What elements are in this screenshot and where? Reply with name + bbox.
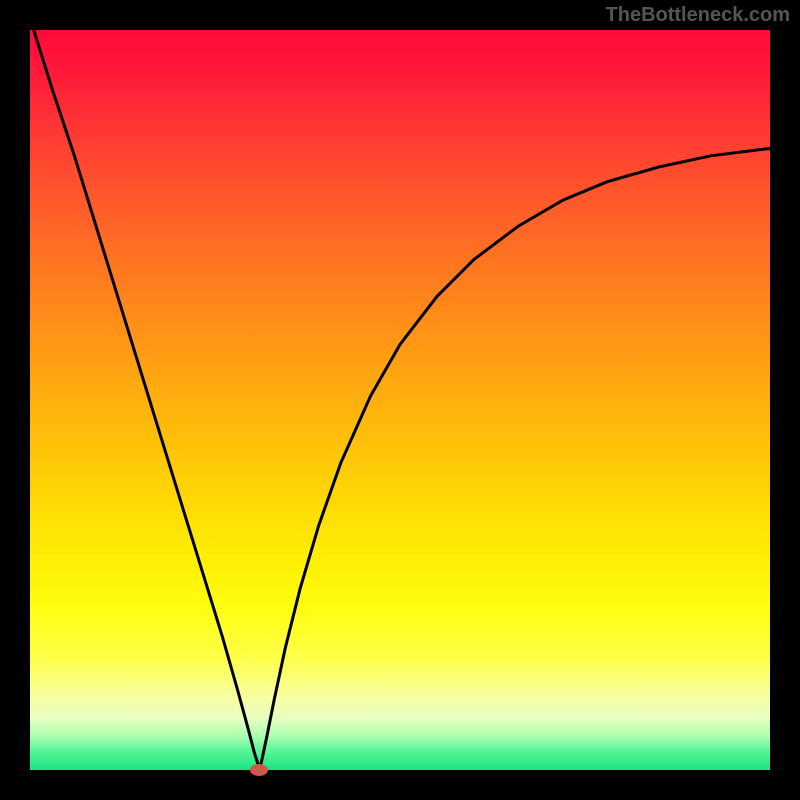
curve-left-branch — [34, 30, 260, 770]
chart-root: TheBottleneck.com — [0, 0, 800, 800]
minimum-marker — [250, 764, 268, 776]
curve-right-branch — [259, 148, 770, 770]
plot-area — [30, 30, 770, 770]
watermark-text: TheBottleneck.com — [606, 4, 790, 27]
curve-svg — [30, 30, 770, 770]
